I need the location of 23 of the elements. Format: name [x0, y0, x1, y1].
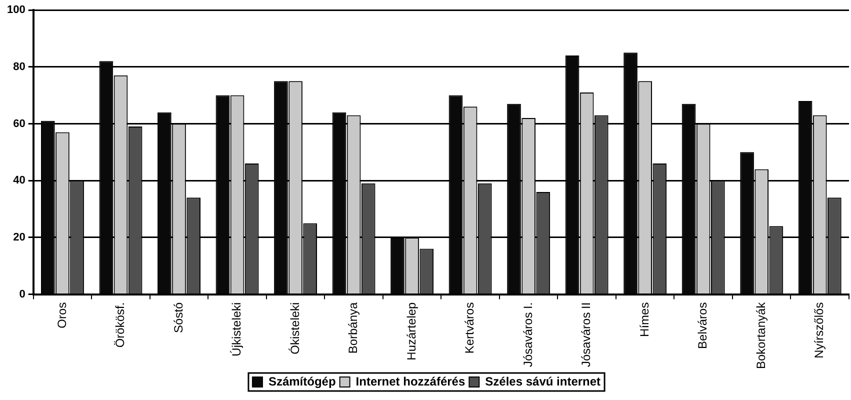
x-tick-label: Örökösf. [113, 302, 128, 348]
x-tick-label: Oros [54, 302, 69, 328]
x-tick-label: Jósaváros II [579, 302, 594, 367]
x-tick-label: Sóstó [171, 302, 186, 333]
y-tick-label: 40 [13, 174, 26, 187]
y-tick-label: 100 [6, 4, 26, 16]
x-tick-label: Jósaváros I. [520, 302, 535, 367]
x-tick-label: Újkisteleki [230, 302, 244, 356]
x-tick-label: Ókisteleki [288, 302, 302, 354]
x-tick-label: Kertváros [462, 302, 477, 354]
legend-label: Széles sávú internet [485, 374, 601, 388]
y-tick-label: 60 [13, 118, 26, 130]
y-tick-label: 80 [13, 60, 26, 73]
x-tick-label: Borbánya [346, 302, 360, 354]
x-tick-label: Nyírszőlős [812, 302, 826, 358]
y-tick-label: 20 [13, 231, 26, 244]
x-tick-label: Huzártelep [404, 302, 418, 360]
x-tick-label: Bokortanyák [754, 301, 768, 369]
legend-label: Internet hozzáférés [356, 374, 466, 388]
x-tick-label: Belváros [696, 302, 710, 349]
y-tick-label: 0 [19, 288, 26, 300]
x-tick-label: Hímes [637, 302, 652, 337]
legend-label: Számítógép [268, 374, 336, 388]
